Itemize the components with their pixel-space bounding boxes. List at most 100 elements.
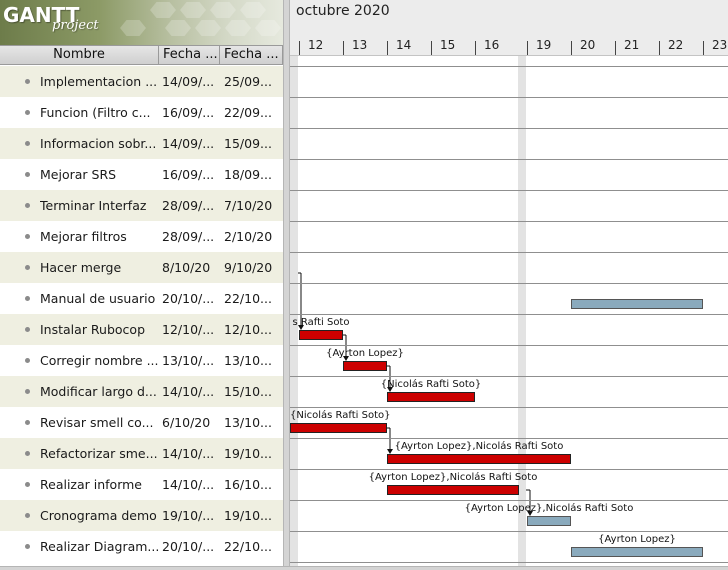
day-label: 14	[396, 38, 412, 52]
task-row[interactable]: Realizar informe 14/10/... 16/10...	[0, 469, 283, 500]
task-start-date: 12/10/...	[162, 322, 215, 337]
task-bar[interactable]	[343, 361, 387, 371]
task-row[interactable]: Informacion sobr... 14/09/... 15/09...	[0, 128, 283, 159]
task-bar[interactable]	[387, 485, 519, 495]
column-header-end-date[interactable]: Fecha ...	[220, 46, 283, 64]
day-tick	[703, 41, 704, 55]
task-start-date: 14/10/...	[162, 446, 215, 461]
task-row[interactable]: Cronograma demo 19/10/... 19/10...	[0, 500, 283, 531]
task-bar[interactable]	[387, 392, 475, 402]
task-name: Realizar Diagram...	[40, 539, 158, 554]
row-gridline	[290, 66, 728, 67]
task-start-date: 16/09/...	[162, 105, 215, 120]
timeline-month-header: octubre 2020	[290, 0, 728, 32]
task-row[interactable]: Mejorar filtros 28/09/... 2/10/20	[0, 221, 283, 252]
task-start-date: 16/09/...	[162, 167, 215, 182]
task-bullet-icon	[25, 203, 30, 208]
row-gridline	[290, 562, 728, 563]
row-gridline	[290, 97, 728, 98]
task-name: Refactorizar sme...	[40, 446, 158, 461]
task-name: Revisar smell co...	[40, 415, 154, 430]
task-row[interactable]: Revisar smell co... 6/10/20 13/10...	[0, 407, 283, 438]
day-tick	[615, 41, 616, 55]
task-bullet-icon	[25, 513, 30, 518]
row-gridline	[290, 376, 728, 377]
task-bullet-icon	[25, 296, 30, 301]
day-tick	[299, 41, 300, 55]
day-tick	[571, 41, 572, 55]
task-bar[interactable]	[571, 299, 703, 309]
row-gridline	[290, 531, 728, 532]
task-row[interactable]: Funcion (Filtro c... 16/09/... 22/09...	[0, 97, 283, 128]
day-tick	[387, 41, 388, 55]
task-row[interactable]: Mejorar SRS 16/09/... 18/09...	[0, 159, 283, 190]
gantt-chart-area[interactable]: o s Rafti Soto{Ayrton Lopez}{Nicolás Raf…	[290, 56, 728, 570]
task-tree-panel: GANTT project Nombre Fecha ... Fecha ...…	[0, 0, 283, 570]
task-bullet-icon	[25, 141, 30, 146]
task-row[interactable]: Realizar Diagram... 20/10/... 22/10...	[0, 531, 283, 562]
task-resource-label: {Ayrton Lopez},Nicolás Rafti Soto	[464, 503, 634, 514]
task-name: Mejorar filtros	[40, 229, 127, 244]
column-header-name[interactable]: Nombre	[0, 46, 159, 64]
task-start-date: 14/09/...	[162, 74, 215, 89]
task-row[interactable]: Hacer merge 8/10/20 9/10/20	[0, 252, 283, 283]
weekend-column	[290, 56, 298, 570]
bottom-border	[0, 566, 728, 570]
day-label: 16	[484, 38, 500, 52]
task-resource-label: {Nicolás Rafti Soto}	[380, 379, 482, 390]
task-name: Hacer merge	[40, 260, 122, 275]
task-row[interactable]: Manual de usuario 20/10/... 22/10...	[0, 283, 283, 314]
task-end-date: 2/10/20	[224, 229, 273, 244]
dependency-arrowhead	[298, 325, 304, 330]
row-gridline	[290, 314, 728, 315]
day-tick	[431, 41, 432, 55]
row-gridline	[290, 283, 728, 284]
table-header: Nombre Fecha ... Fecha ...	[0, 45, 283, 65]
task-row[interactable]: Terminar Interfaz 28/09/... 7/10/20	[0, 190, 283, 221]
task-bar[interactable]	[527, 516, 571, 526]
day-tick	[659, 41, 660, 55]
task-resource-label: s Rafti Soto	[292, 317, 350, 328]
task-end-date: 16/10...	[224, 477, 272, 492]
task-resource-label: {Nicolás Rafti Soto}	[290, 410, 391, 421]
task-bullet-icon	[25, 420, 30, 425]
task-row[interactable]: Modificar largo d... 14/10/... 15/10...	[0, 376, 283, 407]
task-end-date: 15/10...	[224, 384, 272, 399]
task-bar[interactable]	[299, 330, 343, 340]
task-name: Realizar informe	[40, 477, 142, 492]
task-name: Implementacion ...	[40, 74, 158, 89]
day-tick	[527, 41, 528, 55]
task-bar[interactable]	[571, 547, 703, 557]
task-start-date: 28/09/...	[162, 198, 215, 213]
task-bar[interactable]	[290, 423, 387, 433]
day-label: 21	[624, 38, 640, 52]
timeline-day-header: 12 13 14 15 16 19 20 21 22 23	[290, 32, 728, 56]
day-label: 15	[440, 38, 456, 52]
row-gridline	[290, 500, 728, 501]
task-end-date: 18/09...	[224, 167, 272, 182]
task-row[interactable]: Corregir nombre ... 13/10/... 13/10...	[0, 345, 283, 376]
task-end-date: 25/09...	[224, 74, 272, 89]
column-header-start-date[interactable]: Fecha ...	[159, 46, 220, 64]
row-gridline	[290, 190, 728, 191]
panel-splitter[interactable]	[283, 0, 290, 570]
task-resource-label: {Ayrton Lopez},Nicolás Rafti Soto	[394, 441, 564, 452]
weekend-column	[518, 56, 526, 570]
task-row[interactable]: Refactorizar sme... 14/10/... 19/10...	[0, 438, 283, 469]
task-end-date: 15/09...	[224, 136, 272, 151]
task-name: Funcion (Filtro c...	[40, 105, 151, 120]
task-row[interactable]: Implementacion ... 14/09/... 25/09...	[0, 66, 283, 97]
dependency-arrowhead	[387, 449, 393, 454]
row-gridline	[290, 345, 728, 346]
task-end-date: 19/10...	[224, 508, 272, 523]
task-end-date: 12/10...	[224, 322, 272, 337]
task-resource-label: {Ayrton Lopez},Nicolás Rafti Soto	[368, 472, 538, 483]
day-tick	[343, 41, 344, 55]
task-bullet-icon	[25, 110, 30, 115]
row-gridline	[290, 221, 728, 222]
task-bar[interactable]	[387, 454, 571, 464]
task-row[interactable]: Instalar Rubocop 12/10/... 12/10...	[0, 314, 283, 345]
dependency-arrowhead	[343, 356, 349, 361]
day-tick	[475, 41, 476, 55]
